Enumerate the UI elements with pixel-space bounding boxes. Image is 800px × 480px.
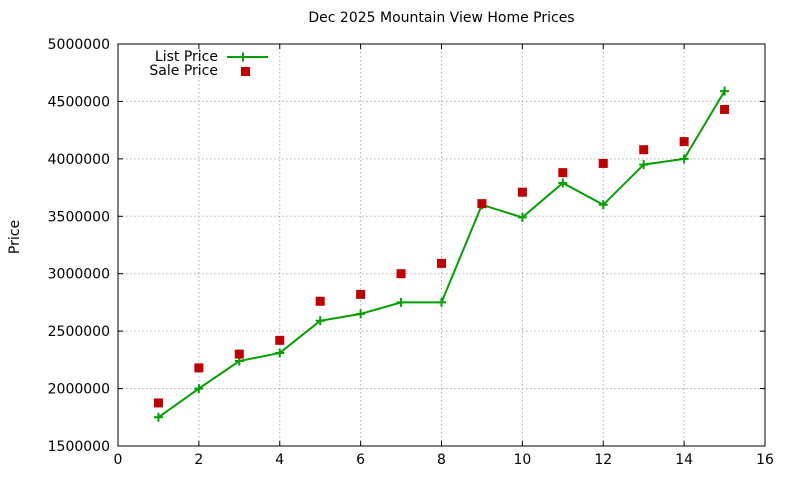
- legend-label-list-price: List Price: [154, 49, 218, 65]
- ytick-label-4000000: 4000000: [48, 152, 110, 168]
- xtick-label-12: 12: [594, 452, 612, 468]
- sale-price-point: [437, 258, 446, 268]
- sale-price-point: [477, 199, 487, 209]
- legend-label-sale-price: Sale Price: [149, 63, 218, 79]
- ytick-label-5000000: 5000000: [48, 37, 110, 53]
- sale-price-point: [275, 335, 285, 345]
- ytick-label-3500000: 3500000: [48, 209, 110, 225]
- sale-price-point: [558, 168, 568, 178]
- ytick-label-1500000: 1500000: [48, 439, 110, 455]
- xtick-label-6: 6: [356, 452, 365, 468]
- xtick-label-2: 2: [194, 452, 203, 468]
- ytick-label-2500000: 2500000: [48, 324, 110, 340]
- sale-price-point: [194, 363, 204, 373]
- sale-price-point: [679, 137, 689, 147]
- legend-sample-list-price: [227, 52, 268, 62]
- legend-sample-sale-price: [241, 67, 250, 76]
- xtick-label-4: 4: [275, 452, 284, 468]
- sale-price-point: [639, 145, 649, 155]
- xtick-label-0: 0: [114, 452, 123, 468]
- xtick-label-14: 14: [675, 452, 693, 468]
- sale-price-point: [720, 104, 730, 114]
- sale-price-point: [517, 187, 527, 197]
- sale-price-point: [356, 289, 366, 299]
- ytick-label-2000000: 2000000: [48, 382, 110, 398]
- sale-price-point: [153, 398, 163, 408]
- sale-price-point: [234, 349, 244, 359]
- sale-price-point: [396, 269, 406, 279]
- chart-title: Dec 2025 Mountain View Home Prices: [308, 10, 575, 26]
- sale-price-point: [598, 158, 608, 168]
- y-axis-title: Price: [7, 219, 23, 255]
- ytick-label-3000000: 3000000: [48, 267, 110, 283]
- xtick-label-8: 8: [437, 452, 446, 468]
- sale-price-point: [315, 296, 325, 306]
- xtick-label-10: 10: [513, 452, 531, 468]
- ytick-label-4500000: 4500000: [48, 94, 110, 110]
- plot-border: [117, 43, 766, 447]
- xtick-label-16: 16: [756, 452, 774, 468]
